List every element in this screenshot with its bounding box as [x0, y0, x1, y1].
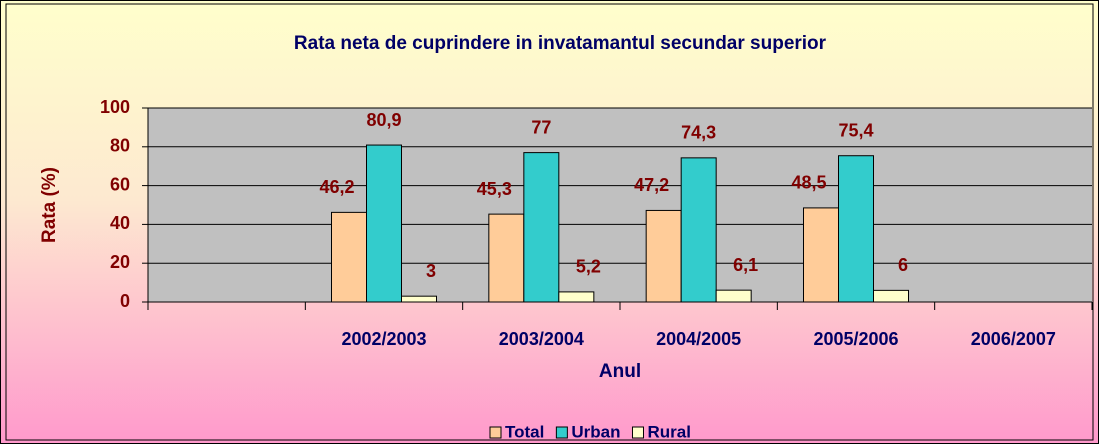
- value-label: 48,5: [791, 173, 826, 193]
- value-label: 77: [531, 117, 551, 137]
- legend-swatch: [555, 426, 568, 439]
- legend-swatch: [631, 426, 644, 439]
- y-tick-label: 80: [110, 136, 130, 156]
- x-tick-label: 2003/2004: [499, 329, 584, 349]
- x-tick-label: 2004/2005: [656, 329, 741, 349]
- value-label: 75,4: [838, 120, 873, 140]
- value-label: 3: [426, 261, 436, 281]
- bar: [803, 207, 839, 303]
- x-tick-label: 2002/2003: [341, 329, 426, 349]
- bar: [873, 289, 909, 303]
- y-axis-label: Rata (%): [39, 167, 60, 243]
- bar: [523, 152, 560, 303]
- chart-title: Rata neta de cuprindere in invatamantul …: [294, 33, 827, 54]
- plot-area: [148, 108, 1092, 302]
- bar: [366, 144, 402, 303]
- x-tick-label: 2006/2007: [971, 329, 1056, 349]
- bar: [331, 211, 367, 303]
- legend-label: Urban: [571, 422, 620, 441]
- value-label: 74,3: [681, 123, 716, 143]
- y-tick-label: 100: [100, 97, 130, 117]
- legend-swatch: [489, 426, 502, 439]
- value-label: 47,2: [634, 175, 669, 195]
- value-label: 6: [898, 255, 908, 275]
- bar: [680, 157, 717, 303]
- bar: [715, 289, 752, 303]
- value-label: 46,2: [319, 177, 354, 197]
- value-label: 80,9: [366, 110, 401, 130]
- chart-frame: [5, 3, 1094, 441]
- y-tick-label: 20: [110, 252, 130, 272]
- x-tick-label: 2005/2006: [813, 329, 898, 349]
- bar: [645, 209, 682, 303]
- bar: [838, 155, 874, 303]
- value-label: 6,1: [733, 255, 758, 275]
- y-tick-label: 0: [120, 291, 130, 311]
- value-label: 45,3: [477, 179, 512, 199]
- bar: [488, 213, 525, 303]
- y-tick-label: 40: [110, 213, 130, 233]
- legend-label: Rural: [647, 422, 690, 441]
- x-axis-label: Anul: [599, 361, 641, 382]
- bar: [558, 291, 595, 303]
- y-tick-label: 60: [110, 174, 130, 194]
- bar: [401, 295, 437, 303]
- legend-label: Total: [505, 422, 544, 441]
- value-label: 5,2: [576, 257, 601, 277]
